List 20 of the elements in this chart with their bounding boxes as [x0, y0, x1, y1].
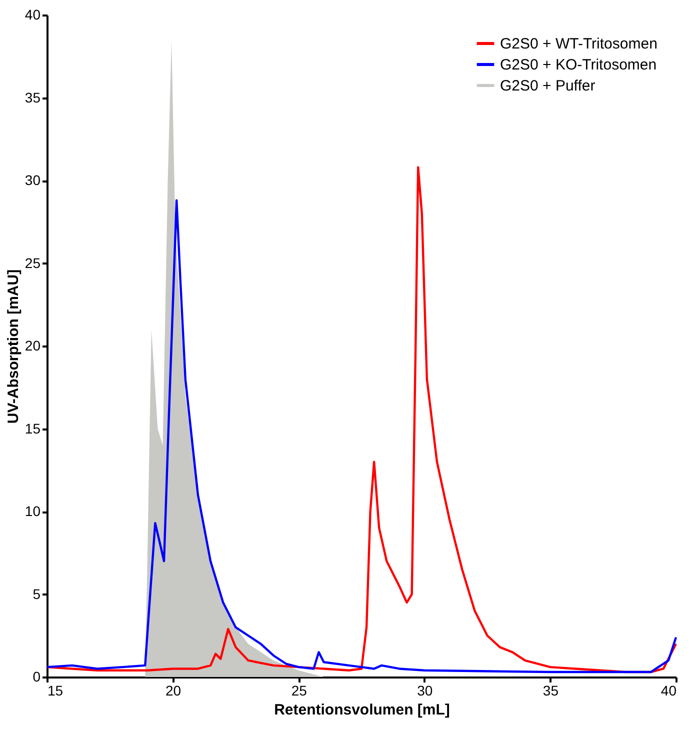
y-tick-label: 20	[24, 338, 41, 354]
legend-label: G2S0 + KO-Tritosomen	[500, 56, 657, 74]
x-tick-label: 20	[166, 682, 182, 698]
legend-label: G2S0 + WT-Tritosomen	[500, 36, 658, 52]
x-tick-label: 30	[417, 682, 433, 698]
x-tick-label: 25	[291, 682, 308, 698]
x-axis-title: Retentionsvolumen [mL]	[274, 702, 450, 718]
y-tick-label: 35	[24, 89, 41, 106]
x-tick-label: 40	[660, 682, 677, 698]
x-tick-label: 35	[542, 682, 559, 698]
y-tick-label: 30	[24, 172, 41, 188]
y-tick-label: 25	[24, 254, 41, 271]
y-tick-label: 5	[32, 586, 41, 602]
x-tick-label: 15	[48, 682, 64, 698]
y-tick-label: 10	[24, 503, 41, 519]
y-tick-label: 40	[24, 6, 41, 22]
y-axis-title: UV-Absorption [mAU]	[4, 269, 22, 424]
y-tick-label: 15	[24, 420, 41, 436]
legend-label: G2S0 + Puffer	[500, 78, 596, 94]
y-tick-label: 0	[32, 668, 41, 684]
